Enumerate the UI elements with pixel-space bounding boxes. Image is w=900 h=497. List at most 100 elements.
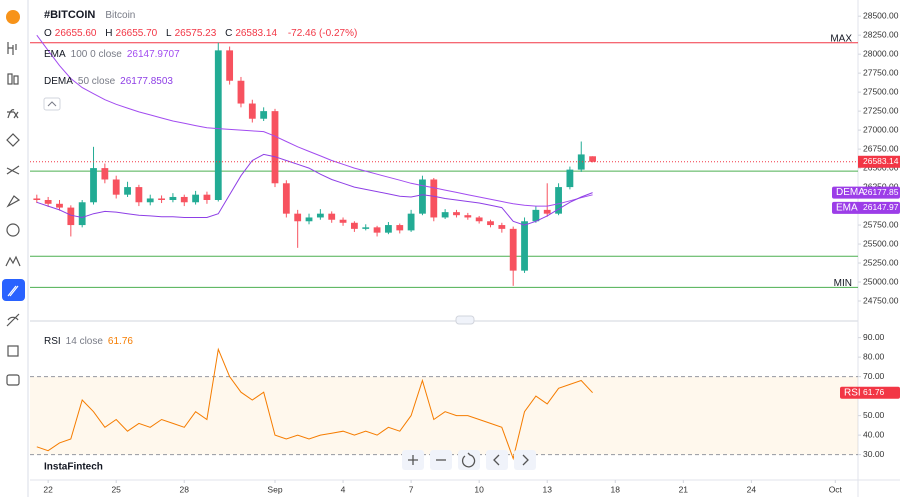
y-tick-label: 30.00 [863,449,885,459]
pane-handle[interactable] [455,315,475,325]
tool-icon[interactable] [6,165,20,175]
ohlc-label: O [44,28,52,39]
candle-body [362,227,370,229]
candle-body [419,179,426,214]
icon [461,452,476,468]
candle-body [146,198,154,203]
candle-body [282,183,290,214]
candle-body [350,222,358,229]
indicator-legend[interactable]: EMA 100 0 close 26147.9707 [44,49,180,60]
collapse-icon [47,101,57,107]
y-tick-label: 25250.00 [863,257,899,267]
candle-body [464,215,472,218]
y-tick-label: 80.00 [863,351,885,361]
y-tick-label: 25000.00 [863,276,899,286]
candle-body [498,225,506,229]
candle-body [67,207,75,226]
tool-icon[interactable] [7,345,19,357]
nav-toolbar [402,450,536,470]
y-tick-label: 28000.00 [863,48,899,58]
icon [493,454,500,466]
y-tick-label: 24750.00 [863,295,899,305]
tool-icon[interactable] [5,255,21,267]
y-tick-label: 40.00 [863,429,885,439]
level-label: MAX [830,33,852,44]
indicator-name: EMA [44,49,66,60]
rsi-params: 14 close [66,336,104,347]
candle-body [407,213,415,231]
x-tick-label: 18 [611,484,621,494]
collapse-button[interactable] [43,97,61,111]
candle-body [158,198,165,200]
rsi-legend[interactable]: RSI 14 close 61.76 [44,336,133,347]
candle-body [441,212,449,218]
ohlc-value: 26575.23 [175,28,217,39]
candle-body [33,198,41,200]
candle-body [316,213,324,218]
indicator-name: DEMA [44,76,73,87]
tool-icon[interactable] [6,133,20,147]
candle-body [487,221,494,226]
y-tick-label: 90.00 [863,332,885,342]
x-tick-label: 10 [474,484,484,494]
x-tick-label: 22 [43,484,53,494]
candle-body [214,50,222,200]
rsi-tag-name: RSI [844,387,861,398]
x-tick-label: 21 [679,484,689,494]
coin-icon[interactable] [6,10,20,24]
rsi-value: 61.76 [108,336,133,347]
x-tick-label: 28 [180,484,190,494]
candle-body [192,194,200,203]
scroll-right[interactable] [514,450,536,470]
indicator-value: 26147.9707 [127,49,180,60]
y-tick-label: 26750.00 [863,143,899,153]
price-tag [858,155,900,168]
y-tick-label: 26250.00 [863,181,899,191]
candle-body [566,169,574,188]
candle-body [78,202,86,226]
indicator-legend[interactable]: DEMA 50 close 26177.8503 [44,76,173,87]
tool-icon[interactable] [6,374,20,386]
candle-body [44,199,52,204]
candle-body [90,168,97,203]
indicator-tag [832,201,900,214]
candle-body [56,203,63,208]
tool-icon[interactable] [6,313,20,327]
candle-body [203,194,211,200]
rsi-tag-value: 61.76 [863,387,885,397]
ohlc-label: L [166,28,172,39]
candle-body [430,179,438,218]
tool-icon[interactable] [13,75,19,85]
candle-body [226,50,234,81]
scroll-left[interactable] [486,450,508,470]
y-tick-label: 28250.00 [863,29,899,39]
tool-icon[interactable] [7,109,19,119]
y-tick-label: 27000.00 [863,124,899,134]
level-label: MIN [834,278,852,289]
change: -72.46 (-0.27%) [288,28,357,39]
indicator-tag-name: DEMA [836,187,865,198]
x-tick-label: 7 [409,484,414,494]
tool-icon[interactable] [7,42,17,55]
candle-body [373,227,381,233]
candle-body [135,187,143,203]
icon [408,455,418,465]
x-tick-label: 25 [111,484,121,494]
indicator-tag [832,186,900,199]
left-toolbar [2,0,29,497]
candle-body [339,219,347,223]
candle-body [169,196,177,200]
price-tag-value: 26583.14 [863,156,899,166]
rsi-band [30,376,858,455]
tool-icon[interactable] [6,195,21,208]
candle-body [385,225,392,233]
tool-icon[interactable] [6,223,20,237]
tool-icon[interactable] [7,73,13,85]
watermark: InstaFintech [44,462,103,473]
y-tick-label: 27250.00 [863,105,899,115]
candle-body [237,80,245,104]
x-tick-label: 13 [542,484,552,494]
y-tick-label: 28500.00 [863,10,899,20]
indicator-tag-value: 26177.85 [863,187,899,197]
rsi-line [36,347,593,461]
